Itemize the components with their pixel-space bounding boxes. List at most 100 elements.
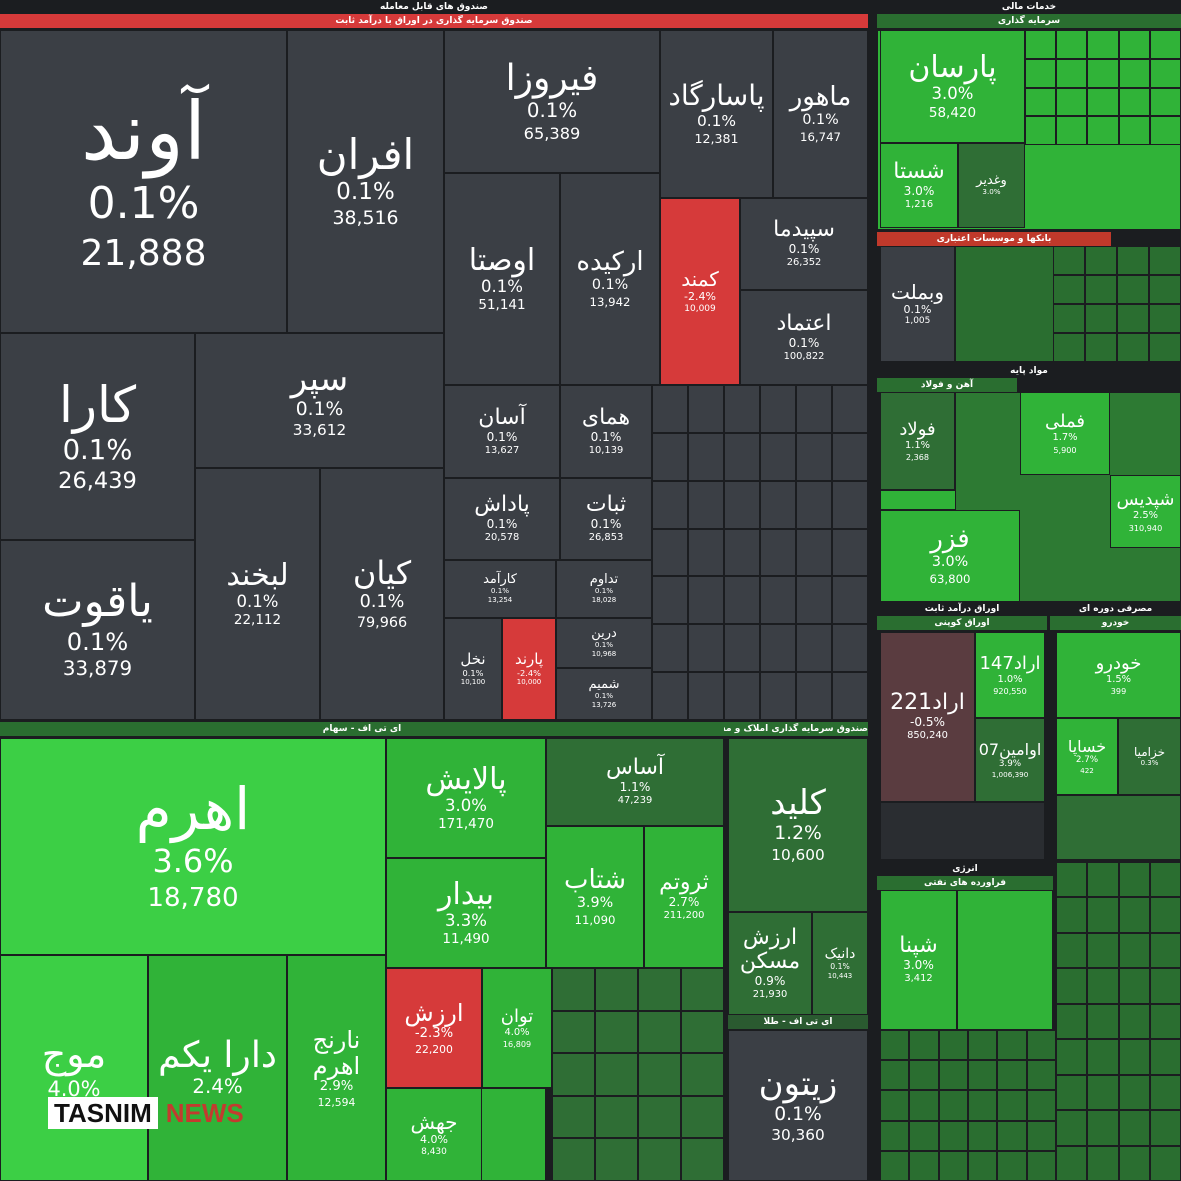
watermark-text: TASNIM — [48, 1097, 158, 1129]
tile-name: ارکیده — [576, 247, 644, 278]
tile-name: کیان — [352, 554, 412, 593]
tile — [688, 576, 724, 625]
tile — [1118, 1039, 1150, 1075]
section-header: مصرفی دوره ای — [1078, 604, 1153, 614]
tile-change: 3.0% — [445, 795, 487, 815]
tile-change: 0.1% — [490, 586, 510, 596]
stock-tile: شستا 3.0% 1,216 — [880, 143, 958, 228]
tile — [1149, 1145, 1181, 1181]
tile — [760, 624, 796, 673]
tile-name: موج — [41, 1032, 107, 1077]
tile — [1056, 1039, 1088, 1075]
tile — [1118, 116, 1150, 145]
tile-change: 0.1% — [359, 591, 405, 612]
stock-tile: ارکیده 0.1% 13,942 — [560, 173, 660, 385]
tile — [1117, 275, 1149, 304]
tile-name: خساپا — [1067, 736, 1107, 756]
tile — [724, 432, 760, 481]
stock-tile: سپر 0.1% 33,612 — [195, 333, 444, 468]
tile — [997, 1120, 1027, 1151]
tile-change: 0.1% — [66, 627, 129, 656]
tile — [796, 480, 832, 529]
tile-name: پاسارگاد — [668, 79, 765, 113]
tile-name: کمند — [681, 267, 719, 291]
tile-name: پارسان — [908, 50, 997, 86]
stock-tile: اهرم 3.6% 18,780 — [0, 738, 386, 955]
tile — [552, 1053, 595, 1096]
stock-tile: ماهور 0.1% 16,747 — [773, 30, 868, 198]
tile — [638, 1010, 681, 1054]
tile-change: 0.1% — [462, 667, 484, 678]
tile-name: فولاد — [899, 418, 936, 440]
tile-value: 18,028 — [591, 596, 617, 605]
tile-name: آوند — [80, 84, 207, 178]
tile-value: 16,809 — [502, 1039, 532, 1050]
tile-name: درین — [591, 626, 617, 641]
tile — [1118, 58, 1150, 88]
tile — [638, 1138, 681, 1181]
stock-tile: ارزش -2.3% 22,200 — [386, 968, 482, 1088]
tile — [652, 528, 688, 577]
tile-change: 2.5% — [1132, 510, 1159, 522]
stock-tile: وبملت 0.1% 1,005 — [880, 246, 955, 362]
tile — [1085, 246, 1117, 275]
tile — [595, 1138, 638, 1181]
tile-change: 3.0% — [903, 958, 934, 973]
tile-change: -0.5% — [909, 715, 946, 730]
stock-tile: یاقوت 0.1% 33,879 — [0, 540, 195, 720]
tile-change: 0.1% — [62, 433, 133, 466]
tile — [760, 672, 796, 720]
tile-name: اوامین07 — [978, 740, 1042, 760]
tile — [1118, 897, 1150, 933]
tile-name: نخل — [460, 650, 486, 669]
tile-name: کارا — [58, 375, 137, 434]
tile-value: 22,200 — [415, 1042, 453, 1056]
stock-tile: سپیدما 0.1% 26,352 — [740, 198, 868, 290]
section-header: خدمات مالی — [1001, 2, 1057, 12]
tile-change: 0.1% — [481, 276, 523, 296]
tile-name: تداوم — [589, 572, 619, 587]
tile-change: 0.3% — [1140, 758, 1159, 767]
tile-value: 20,578 — [484, 532, 520, 544]
tile-change: 0.1% — [594, 586, 614, 596]
tile — [1056, 1110, 1088, 1146]
tile-value: 100,822 — [783, 350, 825, 362]
tile-value: 21,930 — [752, 989, 788, 1001]
tile-change: 0.1% — [336, 179, 395, 206]
tile — [796, 385, 832, 433]
tile-name: ارزش — [404, 998, 464, 1027]
tile — [1117, 246, 1149, 275]
tile — [1087, 897, 1119, 933]
stock-tile: زیتون 0.1% 30,360 — [728, 1030, 868, 1181]
tile-background — [1056, 795, 1181, 860]
tile-name: ماهور — [789, 82, 852, 113]
tile — [968, 1030, 998, 1061]
stock-tile: تداوم 0.1% 18,028 — [556, 560, 652, 618]
tile-change: 1.5% — [1105, 673, 1132, 685]
tile — [1087, 30, 1119, 59]
stock-tile: اوصتا 0.1% 51,141 — [444, 173, 560, 385]
tile — [1118, 1145, 1150, 1181]
tile-name: بیدار — [438, 876, 494, 912]
tile-name: وبملت — [890, 279, 945, 304]
tile — [688, 480, 724, 529]
tile — [638, 1095, 681, 1139]
stock-tile: درین 0.1% 10,968 — [556, 618, 652, 668]
stock-tile: پالایش 3.0% 171,470 — [386, 738, 546, 858]
tile — [997, 1150, 1027, 1181]
tile — [1149, 862, 1181, 898]
stock-tile: کارآمد 0.1% 13,254 — [444, 560, 556, 618]
tile-value: 13,726 — [591, 701, 617, 710]
stock-tile: کیان 0.1% 79,966 — [320, 468, 444, 720]
tile-name: پالایش — [425, 761, 507, 797]
tile-value: 21,888 — [80, 232, 207, 274]
tile — [1056, 87, 1088, 117]
stock-tile: ارزش مسکن 0.9% 21,930 — [728, 912, 812, 1015]
stock-tile: پاداش 0.1% 20,578 — [444, 478, 560, 560]
tile — [1149, 275, 1181, 304]
tile-name: زیتون — [758, 1063, 838, 1104]
tile — [832, 480, 868, 529]
tile — [880, 1120, 910, 1151]
stock-tile: اعتماد 0.1% 100,822 — [740, 290, 868, 385]
tile-value: 47,239 — [617, 795, 653, 807]
